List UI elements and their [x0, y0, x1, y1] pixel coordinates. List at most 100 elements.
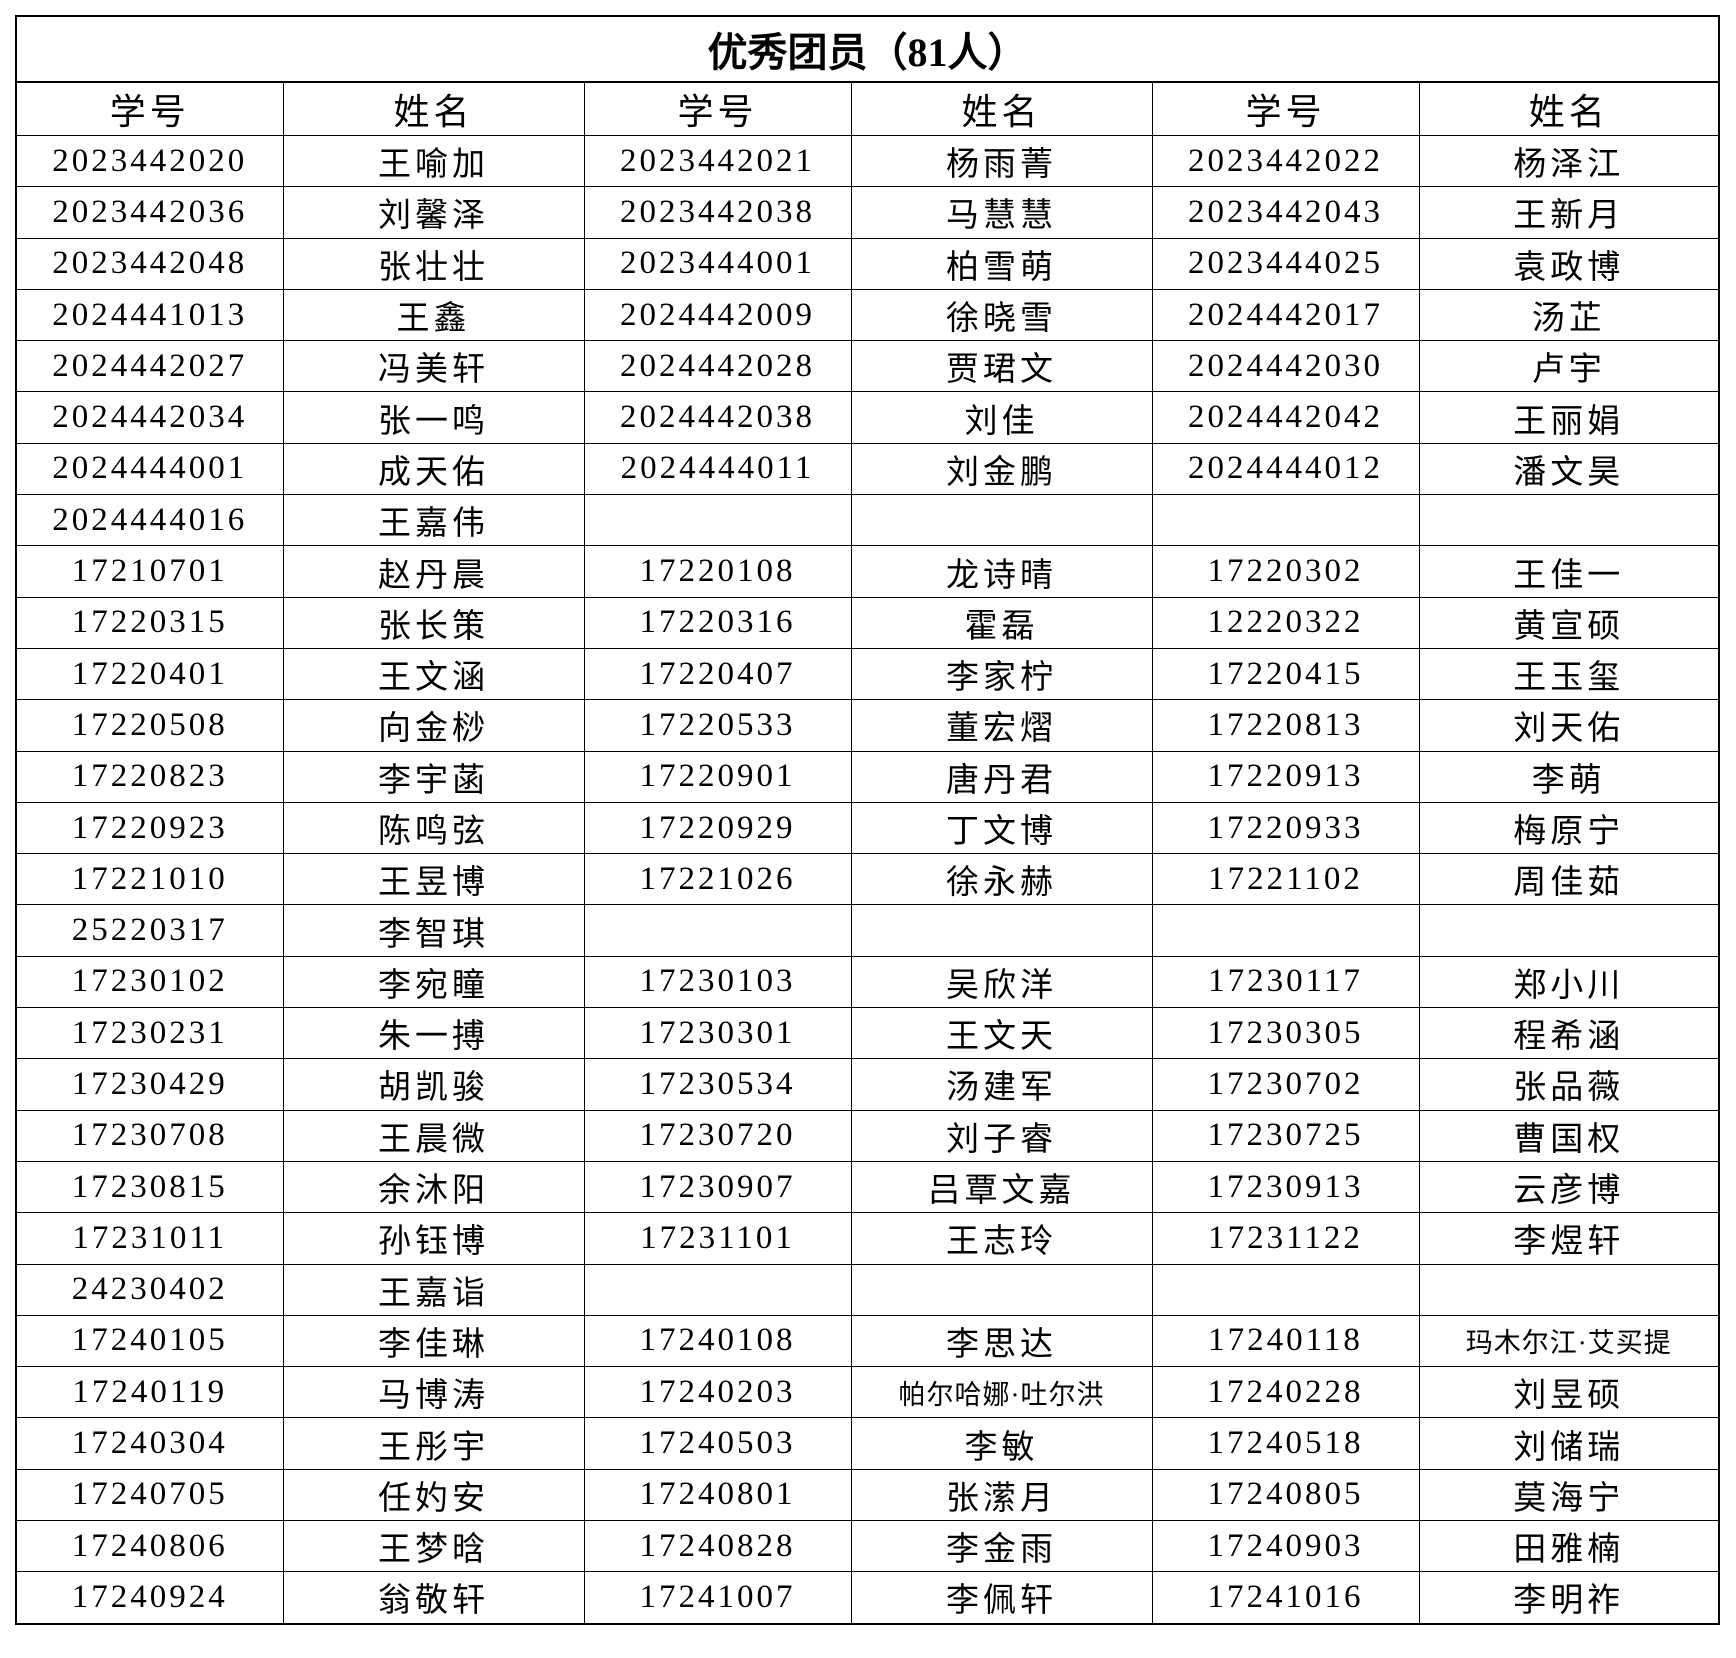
- table-row: 17220401 王文涵 17220407 李家柠 17220415 王玉玺: [15, 647, 1720, 701]
- student-id-cell: 17231011: [15, 1212, 284, 1265]
- student-id-cell: 24230402: [15, 1263, 284, 1316]
- student-id-cell: 17230913: [1151, 1160, 1420, 1214]
- student-id-cell: 17240903: [1151, 1520, 1420, 1573]
- student-name-cell: 余沐阳: [282, 1160, 585, 1214]
- student-name-cell: 王文天: [850, 1007, 1153, 1060]
- student-name-cell: 李煜轩: [1418, 1212, 1720, 1265]
- student-id-cell: 2024444016: [15, 494, 284, 547]
- student-id-cell: 17220923: [15, 801, 284, 855]
- student-id-cell: 2023444001: [583, 237, 852, 290]
- student-id-cell: 2023442048: [15, 237, 284, 290]
- student-id-cell: 17221010: [15, 853, 284, 906]
- header-student-id: 学号: [15, 81, 284, 136]
- student-id-cell: 17240108: [583, 1314, 852, 1368]
- student-id-cell: 17240105: [15, 1314, 284, 1368]
- student-name-cell: 郑小川: [1418, 955, 1720, 1009]
- student-name-cell: 赵丹晨: [282, 545, 585, 598]
- table-row: 17220923 陈鸣弦 17220929 丁文博 17220933 梅原宁: [15, 801, 1720, 855]
- student-name-cell: 李宛瞳: [282, 955, 585, 1009]
- student-name-cell: 马博涛: [282, 1366, 585, 1419]
- student-name-cell: 帕尔哈娜·吐尔洪: [850, 1366, 1153, 1419]
- student-id-cell: 2024442034: [15, 391, 284, 444]
- header-student-id: 学号: [583, 81, 852, 136]
- student-id-cell: 2024442042: [1151, 391, 1420, 444]
- student-id-cell: 17230815: [15, 1160, 284, 1214]
- table-row: 2023442036 刘馨泽 2023442038 马慧慧 2023442043 王新月: [15, 186, 1720, 239]
- student-id-cell: 25220317: [15, 904, 284, 957]
- student-id-cell: 17230907: [583, 1160, 852, 1214]
- student-name-cell: 马慧慧: [850, 186, 1153, 239]
- student-id-cell: 17230720: [583, 1109, 852, 1162]
- student-id-cell: [1151, 904, 1420, 957]
- student-id-cell: 17240924: [15, 1571, 284, 1625]
- student-name-cell: 王嘉伟: [282, 494, 585, 547]
- honor-roll-table: 优秀团员（81人） 学号 姓名 学号 姓名 学号 姓名 2023442020 王喻…: [15, 15, 1721, 1625]
- table-row: 17240304 王彤宇 17240503 李敏 17240518 刘储瑞: [15, 1417, 1720, 1470]
- student-name-cell: 王志玲: [850, 1212, 1153, 1265]
- student-name-cell: 玛木尔江·艾买提: [1418, 1314, 1720, 1368]
- table-row: 17230231 朱一搏 17230301 王文天 17230305 程希涵: [15, 1007, 1720, 1060]
- student-id-cell: 17240118: [1151, 1314, 1420, 1368]
- student-name-cell: 成天佑: [282, 442, 585, 496]
- table-row: 17221010 王昱博 17221026 徐永赫 17221102 周佳茹: [15, 853, 1720, 906]
- student-id-cell: 17220929: [583, 801, 852, 855]
- student-id-cell: 17241007: [583, 1571, 852, 1625]
- student-name-cell: [850, 1263, 1153, 1316]
- student-id-cell: 17240228: [1151, 1366, 1420, 1419]
- student-name-cell: 潘文昊: [1418, 442, 1720, 496]
- student-id-cell: 17210701: [15, 545, 284, 598]
- student-name-cell: 贾珺文: [850, 340, 1153, 393]
- header-row: 学号 姓名 学号 姓名 学号 姓名: [15, 81, 1720, 136]
- student-name-cell: 莫海宁: [1418, 1468, 1720, 1522]
- table-row: 17240119 马博涛 17240203 帕尔哈娜·吐尔洪 17240228 刘昱硕: [15, 1366, 1720, 1419]
- student-name-cell: 李萌: [1418, 750, 1720, 803]
- student-id-cell: 17240304: [15, 1417, 284, 1470]
- student-id-cell: 17240806: [15, 1520, 284, 1573]
- student-id-cell: 17240801: [583, 1468, 852, 1522]
- table-row: 17240705 任妁安 17240801 张潆月 17240805 莫海宁: [15, 1468, 1720, 1522]
- table-title: 优秀团员（81人）: [15, 15, 1720, 83]
- table-row: 17230815 余沐阳 17230907 吕覃文嘉 17230913 云彦博: [15, 1160, 1720, 1214]
- student-name-cell: 吕覃文嘉: [850, 1160, 1153, 1214]
- student-id-cell: 2023442021: [583, 134, 852, 188]
- header-name: 姓名: [1418, 81, 1720, 136]
- student-name-cell: 王新月: [1418, 186, 1720, 239]
- student-id-cell: 2024444012: [1151, 442, 1420, 496]
- student-name-cell: 张壮壮: [282, 237, 585, 290]
- student-id-cell: 17240805: [1151, 1468, 1420, 1522]
- student-name-cell: 冯美轩: [282, 340, 585, 393]
- student-id-cell: 2023442043: [1151, 186, 1420, 239]
- student-id-cell: [583, 904, 852, 957]
- student-id-cell: 2023444025: [1151, 237, 1420, 290]
- student-id-cell: [1151, 494, 1420, 547]
- student-name-cell: 刘馨泽: [282, 186, 585, 239]
- student-id-cell: 17230725: [1151, 1109, 1420, 1162]
- student-id-cell: 2024444011: [583, 442, 852, 496]
- student-name-cell: [850, 494, 1153, 547]
- student-id-cell: 17231101: [583, 1212, 852, 1265]
- student-name-cell: 王梦晗: [282, 1520, 585, 1573]
- student-name-cell: [1418, 1263, 1720, 1316]
- student-id-cell: 2024442038: [583, 391, 852, 444]
- student-name-cell: 唐丹君: [850, 750, 1153, 803]
- student-name-cell: 胡凯骏: [282, 1058, 585, 1111]
- table-row: 25220317 李智琪: [15, 904, 1720, 957]
- student-name-cell: 田雅楠: [1418, 1520, 1720, 1573]
- student-id-cell: [1151, 1263, 1420, 1316]
- student-name-cell: 黄宣硕: [1418, 596, 1720, 649]
- student-name-cell: 王文涵: [282, 647, 585, 701]
- student-name-cell: 李思达: [850, 1314, 1153, 1368]
- student-name-cell: 刘子睿: [850, 1109, 1153, 1162]
- student-id-cell: 17230231: [15, 1007, 284, 1060]
- table-row: 2024442034 张一鸣 2024442038 刘佳 2024442042 王丽娟: [15, 391, 1720, 444]
- student-id-cell: 17220533: [583, 699, 852, 752]
- student-id-cell: 2024442017: [1151, 288, 1420, 342]
- student-name-cell: 王嘉诣: [282, 1263, 585, 1316]
- student-name-cell: 李佩轩: [850, 1571, 1153, 1625]
- student-id-cell: 17220401: [15, 647, 284, 701]
- student-id-cell: 17230301: [583, 1007, 852, 1060]
- student-id-cell: 17230102: [15, 955, 284, 1009]
- student-id-cell: 17240503: [583, 1417, 852, 1470]
- student-name-cell: 李智琪: [282, 904, 585, 957]
- student-id-cell: 17230534: [583, 1058, 852, 1111]
